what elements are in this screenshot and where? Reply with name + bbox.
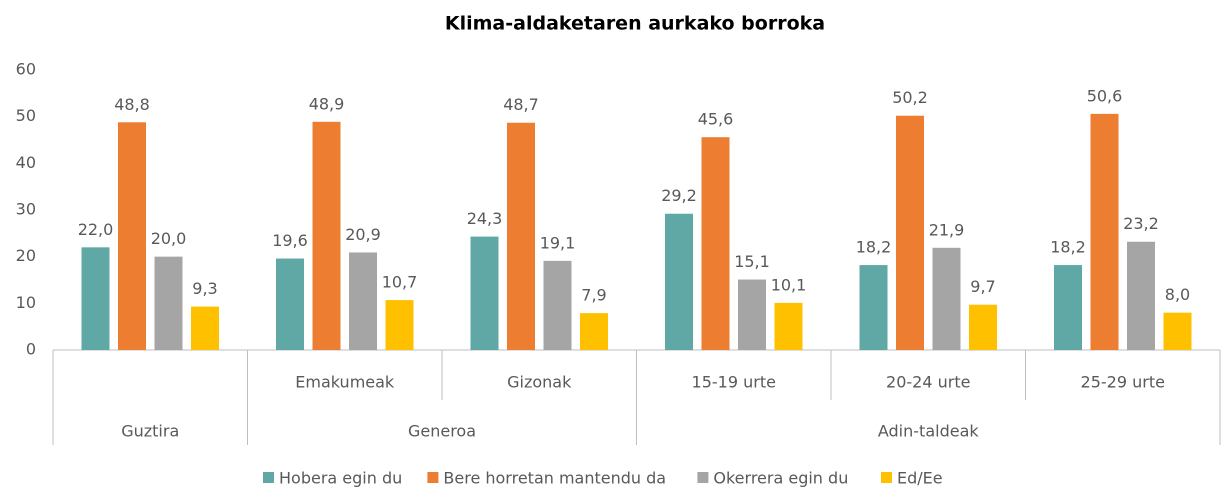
group-label: Adin-taldeak — [878, 422, 980, 441]
bar — [701, 137, 730, 350]
chart-title: Klima-aldaketaren aurkako borroka — [445, 13, 825, 35]
bar — [312, 121, 341, 350]
value-label: 9,7 — [970, 277, 995, 296]
bar — [385, 300, 414, 350]
value-label: 18,2 — [856, 238, 892, 257]
value-label: 20,0 — [151, 229, 187, 248]
bar — [580, 313, 608, 350]
value-label: 45,6 — [698, 110, 734, 129]
value-label: 50,2 — [892, 88, 928, 107]
bar — [276, 258, 304, 350]
value-label: 23,2 — [1123, 214, 1159, 233]
x-tick-label: Gizonak — [507, 373, 572, 392]
bar — [118, 122, 146, 351]
bar — [738, 279, 766, 350]
value-label: 24,3 — [467, 209, 503, 228]
bar — [859, 265, 888, 350]
value-label: 48,9 — [309, 94, 345, 113]
bar — [969, 304, 997, 350]
bar — [1163, 312, 1192, 350]
value-label: 9,3 — [192, 279, 217, 298]
bar — [896, 115, 924, 350]
x-tick-label: 15-19 urte — [692, 373, 776, 392]
value-label: 19,6 — [272, 231, 308, 250]
y-tick-label: 20 — [16, 246, 36, 265]
bar — [1127, 241, 1155, 350]
legend-label: Bere horretan mantendu da — [443, 469, 666, 488]
bar — [1054, 265, 1082, 350]
bar — [349, 252, 377, 350]
bar — [470, 236, 499, 350]
value-label: 50,6 — [1087, 86, 1123, 105]
value-label: 29,2 — [661, 186, 697, 205]
value-label: 8,0 — [1165, 285, 1190, 304]
value-label: 18,2 — [1050, 238, 1086, 257]
y-tick-label: 60 — [16, 60, 36, 79]
bar — [191, 306, 219, 350]
value-label: 10,1 — [771, 275, 807, 294]
bar — [932, 247, 961, 350]
value-label: 7,9 — [581, 286, 606, 305]
value-label: 22,0 — [78, 220, 114, 239]
value-label: 48,8 — [114, 95, 150, 114]
x-tick-label: 20-24 urte — [886, 373, 970, 392]
bar — [543, 260, 572, 350]
legend-label: Okerrera egin du — [713, 469, 848, 488]
bar — [507, 122, 535, 350]
legend-swatch — [697, 472, 709, 483]
value-label: 19,1 — [540, 233, 576, 252]
y-tick-label: 0 — [26, 340, 36, 359]
bar — [1090, 113, 1119, 350]
value-label: 48,7 — [503, 95, 539, 114]
y-tick-label: 40 — [16, 153, 36, 172]
group-label: Guztira — [121, 422, 179, 441]
legend-swatch — [881, 472, 892, 483]
bar — [774, 302, 803, 350]
y-tick-label: 10 — [16, 293, 36, 312]
legend-label: Hobera egin du — [279, 469, 402, 488]
legend-swatch — [263, 472, 274, 483]
value-label: 10,7 — [382, 273, 418, 292]
bar — [665, 213, 693, 350]
group-label: Generoa — [408, 422, 476, 441]
value-label: 15,1 — [734, 252, 770, 271]
legend-label: Ed/Ee — [897, 469, 943, 488]
bar — [81, 247, 110, 350]
value-label: 21,9 — [929, 220, 965, 239]
y-tick-label: 30 — [16, 200, 36, 219]
y-tick-label: 50 — [16, 106, 36, 125]
bar — [154, 256, 183, 350]
x-tick-label: 25-29 urte — [1081, 373, 1165, 392]
legend-swatch — [427, 472, 439, 483]
x-tick-label: Emakumeak — [295, 373, 395, 392]
value-label: 20,9 — [345, 225, 381, 244]
